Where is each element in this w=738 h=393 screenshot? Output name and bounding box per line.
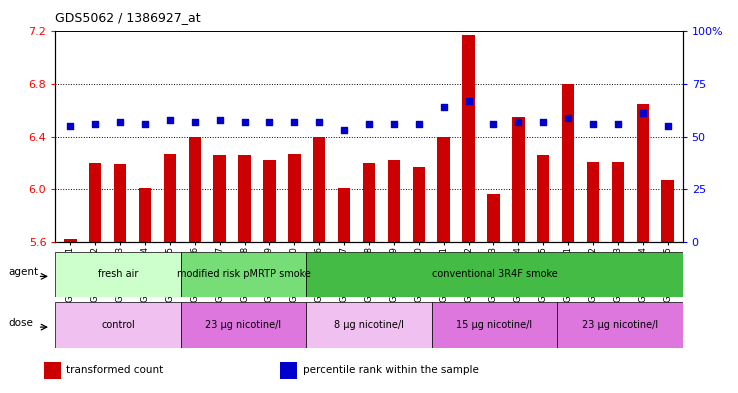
- Point: [463, 98, 475, 104]
- Bar: [462, 35, 475, 242]
- Point: [214, 117, 226, 123]
- Bar: [164, 154, 176, 242]
- Point: [537, 119, 549, 125]
- Point: [263, 119, 275, 125]
- Point: [363, 121, 375, 127]
- Text: fresh air: fresh air: [98, 269, 138, 279]
- Bar: [114, 164, 126, 242]
- Bar: [537, 155, 550, 242]
- Text: transformed count: transformed count: [66, 365, 164, 375]
- Bar: [562, 84, 574, 242]
- Bar: [181, 302, 306, 348]
- Point: [587, 121, 599, 127]
- Bar: [139, 188, 151, 242]
- Point: [189, 119, 201, 125]
- Text: dose: dose: [8, 318, 33, 327]
- Bar: [213, 155, 226, 242]
- Point: [413, 121, 424, 127]
- Bar: [44, 362, 61, 379]
- Point: [612, 121, 624, 127]
- Bar: [55, 302, 181, 348]
- Bar: [661, 180, 674, 242]
- Bar: [306, 302, 432, 348]
- Bar: [387, 160, 400, 242]
- Bar: [512, 117, 525, 242]
- Bar: [313, 136, 325, 242]
- Bar: [487, 195, 500, 242]
- Bar: [280, 362, 297, 379]
- Point: [114, 119, 126, 125]
- Bar: [188, 136, 201, 242]
- Point: [314, 119, 325, 125]
- Point: [164, 117, 176, 123]
- Text: 23 μg nicotine/l: 23 μg nicotine/l: [582, 320, 658, 330]
- Text: GDS5062 / 1386927_at: GDS5062 / 1386927_at: [55, 11, 201, 24]
- Bar: [438, 136, 450, 242]
- Bar: [288, 154, 300, 242]
- Text: agent: agent: [8, 267, 38, 277]
- Point: [238, 119, 250, 125]
- Bar: [338, 188, 351, 242]
- Point: [89, 121, 101, 127]
- Point: [388, 121, 400, 127]
- Text: 23 μg nicotine/l: 23 μg nicotine/l: [205, 320, 282, 330]
- Bar: [306, 252, 683, 297]
- Bar: [181, 252, 306, 297]
- Text: modified risk pMRTP smoke: modified risk pMRTP smoke: [176, 269, 311, 279]
- Bar: [557, 302, 683, 348]
- Bar: [55, 252, 181, 297]
- Bar: [612, 162, 624, 242]
- Point: [338, 127, 350, 133]
- Text: 8 μg nicotine/l: 8 μg nicotine/l: [334, 320, 404, 330]
- Point: [438, 104, 449, 110]
- Text: conventional 3R4F smoke: conventional 3R4F smoke: [432, 269, 557, 279]
- Point: [562, 114, 574, 121]
- Point: [637, 110, 649, 117]
- Bar: [363, 163, 375, 242]
- Bar: [637, 104, 649, 242]
- Bar: [64, 239, 77, 242]
- Text: 15 μg nicotine/l: 15 μg nicotine/l: [456, 320, 533, 330]
- Point: [488, 121, 500, 127]
- Bar: [263, 160, 276, 242]
- Point: [64, 123, 76, 129]
- Point: [289, 119, 300, 125]
- Bar: [89, 163, 101, 242]
- Text: percentile rank within the sample: percentile rank within the sample: [303, 365, 478, 375]
- Bar: [587, 162, 599, 242]
- Point: [512, 119, 524, 125]
- Text: control: control: [101, 320, 135, 330]
- Point: [139, 121, 151, 127]
- Bar: [432, 302, 557, 348]
- Bar: [238, 155, 251, 242]
- Point: [662, 123, 674, 129]
- Bar: [413, 167, 425, 242]
